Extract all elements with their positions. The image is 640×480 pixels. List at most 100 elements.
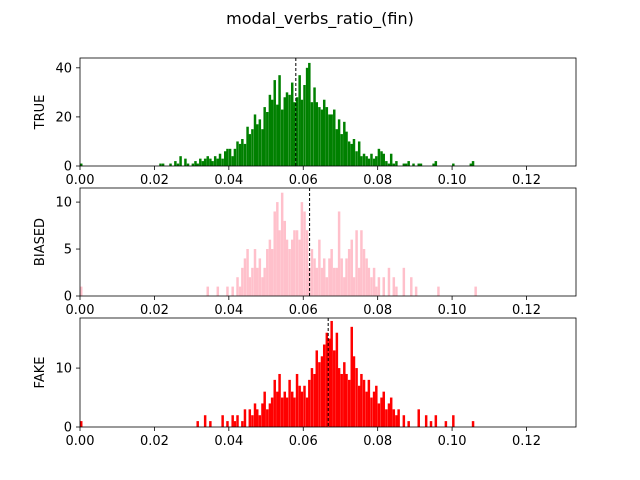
true-histogram-bar bbox=[417, 163, 420, 166]
true-histogram-bar bbox=[263, 107, 266, 166]
true-histogram-bar bbox=[221, 158, 224, 166]
fake-histogram-bar bbox=[303, 385, 306, 427]
biased-x-tick-label: 0.12 bbox=[512, 303, 541, 318]
true-histogram-bar bbox=[161, 163, 165, 166]
figure-title: modal_verbs_ratio_(fin) bbox=[226, 9, 414, 29]
fake-histogram-bar bbox=[452, 415, 455, 427]
fake-histogram-bar bbox=[300, 391, 304, 427]
true-histogram-bar bbox=[315, 102, 319, 166]
fake-histogram-bar bbox=[270, 397, 274, 427]
fake-histogram-bar bbox=[385, 409, 388, 427]
fake-x-tick-label: 0.02 bbox=[140, 434, 169, 449]
fake-histogram-bar bbox=[308, 379, 311, 427]
true-histogram-bar bbox=[273, 80, 276, 166]
biased-histogram-bar bbox=[322, 258, 326, 296]
true-histogram-bar bbox=[355, 151, 358, 166]
true-histogram-bar bbox=[395, 161, 398, 166]
true-histogram-bar bbox=[199, 158, 202, 166]
fake-histogram-bar bbox=[320, 356, 324, 427]
true-histogram-bar bbox=[300, 99, 304, 166]
true-histogram-bar bbox=[340, 134, 343, 166]
fake-histogram-bar bbox=[335, 332, 339, 427]
biased-histogram-bar bbox=[377, 277, 381, 296]
biased-histogram-bar bbox=[280, 192, 284, 296]
fake-histogram-bar bbox=[243, 409, 247, 427]
true-histogram-bar bbox=[343, 121, 346, 166]
biased-histogram-bar bbox=[248, 277, 252, 296]
true-histogram-bar bbox=[469, 163, 473, 166]
true-axes-frame bbox=[79, 57, 577, 167]
biased-histogram-bar bbox=[320, 267, 324, 296]
fake-x-tick-label: 0.06 bbox=[289, 434, 318, 449]
biased-histogram-bar bbox=[258, 258, 262, 296]
fake-histogram-bar bbox=[471, 421, 475, 427]
true-histogram-bar bbox=[335, 129, 339, 166]
fake-y-axis-label: FAKE bbox=[33, 357, 48, 389]
fake-histogram-bar bbox=[305, 397, 309, 427]
biased-histogram-bar bbox=[226, 286, 229, 296]
biased-histogram-bar bbox=[474, 286, 477, 296]
fake-histogram-bar bbox=[273, 379, 276, 427]
biased-histogram-bar bbox=[343, 277, 346, 296]
true-histogram-bar bbox=[330, 114, 333, 166]
fake-histogram-bar bbox=[258, 415, 262, 427]
true-histogram-bar bbox=[253, 114, 257, 166]
true-histogram-bar bbox=[337, 119, 341, 166]
fake-histogram-bar bbox=[387, 403, 391, 427]
fake-histogram-bar bbox=[231, 415, 234, 427]
true-histogram-bar bbox=[179, 156, 182, 166]
true-histogram-bar bbox=[377, 148, 381, 166]
fake-histogram-bar bbox=[233, 421, 237, 427]
biased-histogram-bar bbox=[253, 249, 257, 296]
fake-histogram-bar bbox=[203, 415, 207, 427]
biased-histogram-bar bbox=[345, 258, 348, 296]
true-histogram-bar bbox=[209, 158, 212, 166]
biased-histogram-bar bbox=[298, 239, 301, 296]
fake-histogram-bar bbox=[350, 326, 353, 427]
biased-histogram-bar bbox=[270, 249, 274, 296]
true-histogram-bar bbox=[318, 107, 321, 166]
fake-histogram-bar bbox=[295, 373, 299, 427]
subplot-fake: 0.00 0.02 0.04 0.06 0.08 0.10 0.12 0 10 FAKE bbox=[33, 317, 577, 449]
biased-histogram-bar bbox=[362, 249, 366, 296]
true-histogram-bar bbox=[392, 163, 396, 166]
biased-histogram-bar bbox=[276, 202, 279, 296]
biased-histogram-bar bbox=[300, 202, 304, 296]
biased-histogram-bar bbox=[261, 277, 264, 296]
biased-histogram-bar bbox=[293, 230, 296, 296]
true-histogram-bar bbox=[184, 158, 187, 166]
biased-histogram-bar bbox=[288, 249, 291, 296]
true-histogram-bar bbox=[270, 99, 274, 166]
fake-histogram-bar bbox=[372, 391, 376, 427]
true-histogram-bar bbox=[322, 99, 326, 166]
true-histogram-bar bbox=[211, 161, 214, 166]
fake-histogram-bar bbox=[328, 338, 331, 427]
fake-y-tick-label: 10 bbox=[55, 362, 72, 377]
fake-histogram-bar bbox=[360, 373, 363, 427]
fake-histogram-bar bbox=[310, 368, 314, 427]
fake-histogram-bar bbox=[345, 373, 348, 427]
fake-histogram-bar bbox=[313, 373, 316, 427]
true-histogram-bar bbox=[176, 163, 180, 166]
true-x-tick-label: 0.10 bbox=[438, 173, 467, 188]
fake-histogram-bar bbox=[318, 362, 321, 427]
biased-histogram-bar bbox=[231, 286, 234, 296]
biased-histogram-bar bbox=[268, 239, 272, 296]
true-histogram-bar bbox=[305, 67, 309, 166]
true-histogram-bar bbox=[290, 82, 294, 166]
biased-histogram-bar bbox=[246, 249, 249, 296]
fake-histogram-bar bbox=[392, 409, 396, 427]
biased-x-tick-label: 0.00 bbox=[66, 303, 95, 318]
true-histogram-bar bbox=[419, 163, 423, 166]
biased-histogram-bar bbox=[347, 249, 351, 296]
biased-histogram-bar bbox=[285, 239, 289, 296]
fake-histogram-bar bbox=[407, 421, 410, 427]
true-histogram-bar bbox=[266, 112, 269, 166]
fake-histogram-bar bbox=[221, 415, 224, 427]
true-y-tick-label: 0 bbox=[64, 160, 72, 175]
true-histogram-bar bbox=[246, 126, 249, 166]
true-histogram-bar bbox=[380, 151, 383, 166]
fake-histogram-bar bbox=[444, 421, 448, 427]
biased-histogram-bar bbox=[273, 211, 276, 296]
biased-histogram-bar bbox=[236, 277, 239, 296]
